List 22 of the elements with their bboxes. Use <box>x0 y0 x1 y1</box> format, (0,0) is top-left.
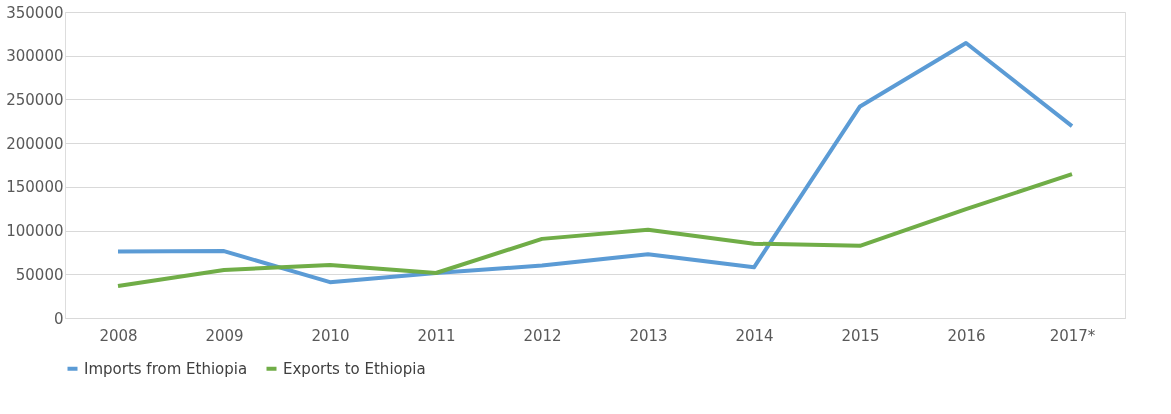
y-tick-label: 150000 <box>6 178 64 197</box>
y-tick-label: 100000 <box>6 222 64 241</box>
line-series <box>116 41 1074 285</box>
y-tick-label: 300000 <box>6 47 64 66</box>
legend-label: Exports to Ethiopia <box>283 359 426 378</box>
x-tick-label: 2011 <box>417 326 456 345</box>
y-tick-label: 250000 <box>6 90 64 109</box>
x-tick-label: 2015 <box>841 326 880 345</box>
x-tick-label: 2012 <box>523 326 562 345</box>
x-tick-label: 2014 <box>735 326 774 345</box>
x-tick-label: 2010 <box>311 326 350 345</box>
y-tick-label: 0 <box>53 309 64 328</box>
x-tick-label: 2008 <box>99 326 138 345</box>
legend-label: Imports from Ethiopia <box>84 359 248 378</box>
x-tick-label: 2017* <box>1049 326 1096 345</box>
y-tick-label: 200000 <box>6 134 64 153</box>
x-tick-label: 2013 <box>629 326 668 345</box>
y-tick-label: 350000 <box>6 3 64 22</box>
line-series <box>116 172 1074 289</box>
y-tick-label: 50000 <box>15 265 64 284</box>
x-tick-label: 2009 <box>205 326 244 345</box>
x-tick-label: 2016 <box>947 326 986 345</box>
